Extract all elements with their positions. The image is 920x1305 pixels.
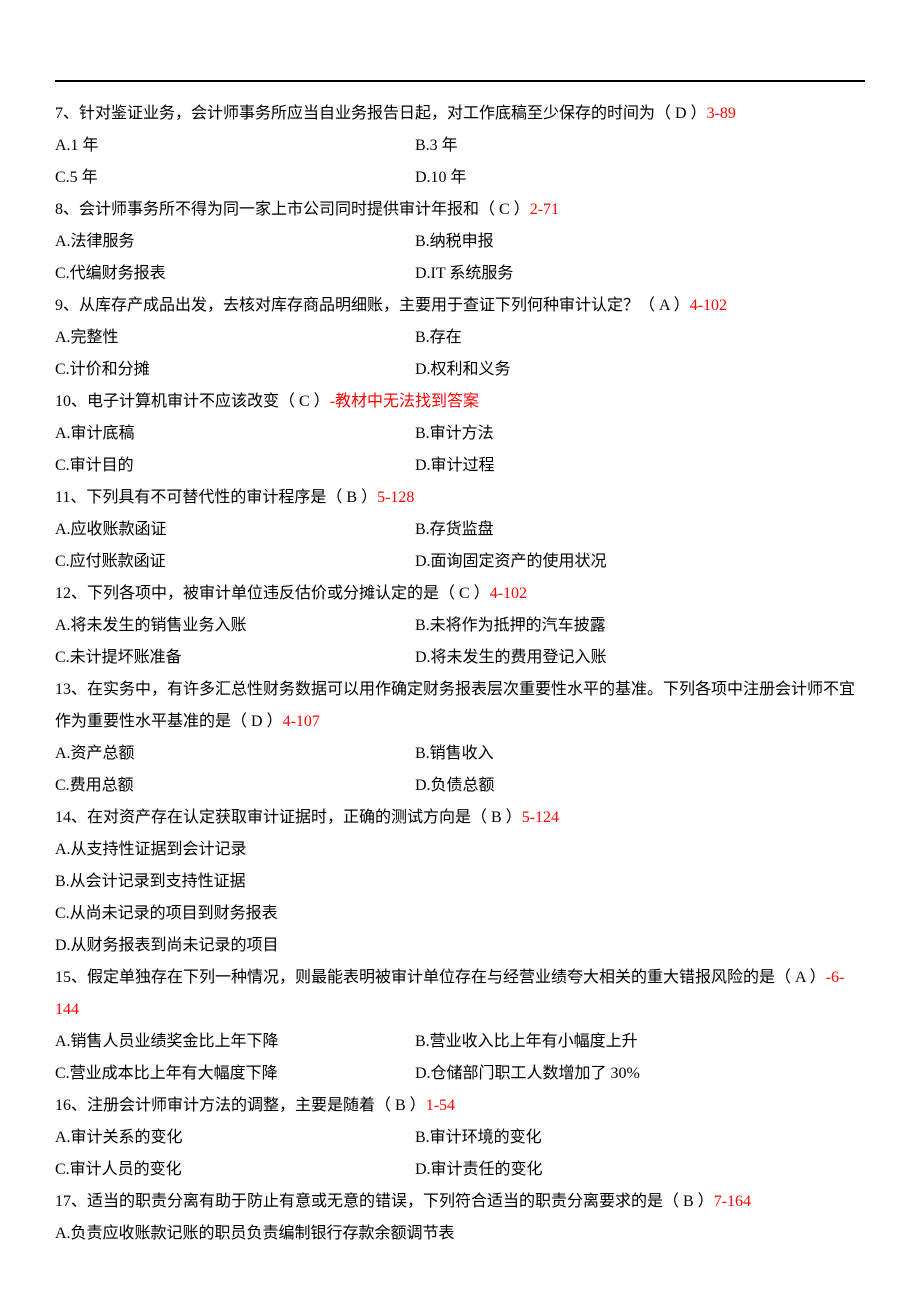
- question-ref: -教材中无法找到答案: [330, 393, 479, 410]
- option-a: A.1 年: [55, 130, 415, 162]
- option-b: B.营业收入比上年有小幅度上升: [415, 1026, 865, 1058]
- option-c: C.费用总额: [55, 770, 415, 802]
- option-a: A.从支持性证据到会计记录: [55, 834, 865, 866]
- option-c: C.5 年: [55, 162, 415, 194]
- option-row-ab: A.应收账款函证 B.存货监盘: [55, 514, 865, 546]
- option-row-ab: A.法律服务 B.纳税申报: [55, 226, 865, 258]
- option-row-cd: C.营业成本比上年有大幅度下降 D.仓储部门职工人数增加了 30%: [55, 1058, 865, 1090]
- option-row-cd: C.5 年 D.10 年: [55, 162, 865, 194]
- option-a: A.销售人员业绩奖金比上年下降: [55, 1026, 415, 1058]
- question-ref: 3-89: [707, 105, 736, 122]
- question-8: 8、会计师事务所不得为同一家上市公司同时提供审计年报和（ C ）2-71 A.法…: [55, 194, 865, 290]
- option-row-ab: A.销售人员业绩奖金比上年下降 B.营业收入比上年有小幅度上升: [55, 1026, 865, 1058]
- question-text: 8、会计师事务所不得为同一家上市公司同时提供审计年报和（ C ）2-71: [55, 194, 865, 226]
- option-a: A.审计底稿: [55, 418, 415, 450]
- option-c: C.未计提坏账准备: [55, 642, 415, 674]
- option-b: B.销售收入: [415, 738, 865, 770]
- option-b: B.未将作为抵押的汽车披露: [415, 610, 865, 642]
- question-text: 14、在对资产存在认定获取审计证据时，正确的测试方向是（ B ）5-124: [55, 802, 865, 834]
- option-row-ab: A.审计底稿 B.审计方法: [55, 418, 865, 450]
- question-ref: 7-164: [714, 1193, 751, 1210]
- option-row-cd: C.费用总额 D.负债总额: [55, 770, 865, 802]
- top-divider: [55, 80, 865, 82]
- option-c: C.审计人员的变化: [55, 1154, 415, 1186]
- option-d: D.权利和义务: [415, 354, 865, 386]
- option-d: D.审计过程: [415, 450, 865, 482]
- question-14: 14、在对资产存在认定获取审计证据时，正确的测试方向是（ B ）5-124 A.…: [55, 802, 865, 962]
- question-15: 15、假定单独存在下列一种情况，则最能表明被审计单位存在与经营业绩夸大相关的重大…: [55, 962, 865, 1090]
- option-d: D.IT 系统服务: [415, 258, 865, 290]
- option-c: C.代编财务报表: [55, 258, 415, 290]
- option-c: C.计价和分摊: [55, 354, 415, 386]
- question-7: 7、针对鉴证业务，会计师事务所应当自业务报告日起，对工作底稿至少保存的时间为（ …: [55, 98, 865, 194]
- option-b: B.从会计记录到支持性证据: [55, 866, 865, 898]
- question-ref: 5-128: [377, 489, 414, 506]
- option-c: C.营业成本比上年有大幅度下降: [55, 1058, 415, 1090]
- question-9: 9、从库存产成品出发，去核对库存商品明细账，主要用于查证下列何种审计认定？（ A…: [55, 290, 865, 386]
- option-row-ab: A.完整性 B.存在: [55, 322, 865, 354]
- question-ref: 4-102: [490, 585, 527, 602]
- option-a: A.负责应收账款记账的职员负责编制银行存款余额调节表: [55, 1218, 865, 1250]
- question-ref: 4-102: [690, 297, 727, 314]
- option-c: C.应付账款函证: [55, 546, 415, 578]
- option-row-cd: C.未计提坏账准备 D.将未发生的费用登记入账: [55, 642, 865, 674]
- option-d: D.仓储部门职工人数增加了 30%: [415, 1058, 865, 1090]
- option-d: D.将未发生的费用登记入账: [415, 642, 865, 674]
- option-row-cd: C.代编财务报表 D.IT 系统服务: [55, 258, 865, 290]
- option-d: D.10 年: [415, 162, 865, 194]
- question-text: 17、适当的职责分离有助于防止有意或无意的错误，下列符合适当的职责分离要求的是（…: [55, 1186, 865, 1218]
- option-row-ab: A.资产总额 B.销售收入: [55, 738, 865, 770]
- question-ref: 1-54: [426, 1097, 455, 1114]
- option-a: A.完整性: [55, 322, 415, 354]
- option-row-ab: A.将未发生的销售业务入账 B.未将作为抵押的汽车披露: [55, 610, 865, 642]
- option-row-cd: C.审计人员的变化 D.审计责任的变化: [55, 1154, 865, 1186]
- option-b: B.3 年: [415, 130, 865, 162]
- option-b: B.审计环境的变化: [415, 1122, 865, 1154]
- option-d: D.负债总额: [415, 770, 865, 802]
- option-c: C.从尚未记录的项目到财务报表: [55, 898, 865, 930]
- question-ref: 4-107: [283, 713, 320, 730]
- option-b: B.审计方法: [415, 418, 865, 450]
- option-a: A.法律服务: [55, 226, 415, 258]
- option-d: D.面询固定资产的使用状况: [415, 546, 865, 578]
- question-text: 10、电子计算机审计不应该改变（ C ）-教材中无法找到答案: [55, 386, 865, 418]
- question-text: 13、在实务中，有许多汇总性财务数据可以用作确定财务报表层次重要性水平的基准。下…: [55, 674, 865, 738]
- question-text: 15、假定单独存在下列一种情况，则最能表明被审计单位存在与经营业绩夸大相关的重大…: [55, 962, 865, 1026]
- option-b: B.存货监盘: [415, 514, 865, 546]
- question-ref: 2-71: [530, 201, 559, 218]
- option-d: D.从财务报表到尚未记录的项目: [55, 930, 865, 962]
- option-row-cd: C.审计目的 D.审计过程: [55, 450, 865, 482]
- option-a: A.资产总额: [55, 738, 415, 770]
- question-10: 10、电子计算机审计不应该改变（ C ）-教材中无法找到答案 A.审计底稿 B.…: [55, 386, 865, 482]
- option-a: A.应收账款函证: [55, 514, 415, 546]
- question-17: 17、适当的职责分离有助于防止有意或无意的错误，下列符合适当的职责分离要求的是（…: [55, 1186, 865, 1250]
- option-row-cd: C.计价和分摊 D.权利和义务: [55, 354, 865, 386]
- question-text: 7、针对鉴证业务，会计师事务所应当自业务报告日起，对工作底稿至少保存的时间为（ …: [55, 98, 865, 130]
- question-ref: 5-124: [522, 809, 559, 826]
- option-row-ab: A.审计关系的变化 B.审计环境的变化: [55, 1122, 865, 1154]
- question-11: 11、下列具有不可替代性的审计程序是（ B ）5-128 A.应收账款函证 B.…: [55, 482, 865, 578]
- question-text: 11、下列具有不可替代性的审计程序是（ B ）5-128: [55, 482, 865, 514]
- option-row-ab: A.1 年 B.3 年: [55, 130, 865, 162]
- option-row-cd: C.应付账款函证 D.面询固定资产的使用状况: [55, 546, 865, 578]
- option-d: D.审计责任的变化: [415, 1154, 865, 1186]
- option-b: B.纳税申报: [415, 226, 865, 258]
- question-text: 12、下列各项中，被审计单位违反估价或分摊认定的是（ C ）4-102: [55, 578, 865, 610]
- question-text: 16、注册会计师审计方法的调整，主要是随着（ B ）1-54: [55, 1090, 865, 1122]
- question-13: 13、在实务中，有许多汇总性财务数据可以用作确定财务报表层次重要性水平的基准。下…: [55, 674, 865, 802]
- option-a: A.审计关系的变化: [55, 1122, 415, 1154]
- option-c: C.审计目的: [55, 450, 415, 482]
- option-b: B.存在: [415, 322, 865, 354]
- question-16: 16、注册会计师审计方法的调整，主要是随着（ B ）1-54 A.审计关系的变化…: [55, 1090, 865, 1186]
- option-a: A.将未发生的销售业务入账: [55, 610, 415, 642]
- question-12: 12、下列各项中，被审计单位违反估价或分摊认定的是（ C ）4-102 A.将未…: [55, 578, 865, 674]
- question-text: 9、从库存产成品出发，去核对库存商品明细账，主要用于查证下列何种审计认定？（ A…: [55, 290, 865, 322]
